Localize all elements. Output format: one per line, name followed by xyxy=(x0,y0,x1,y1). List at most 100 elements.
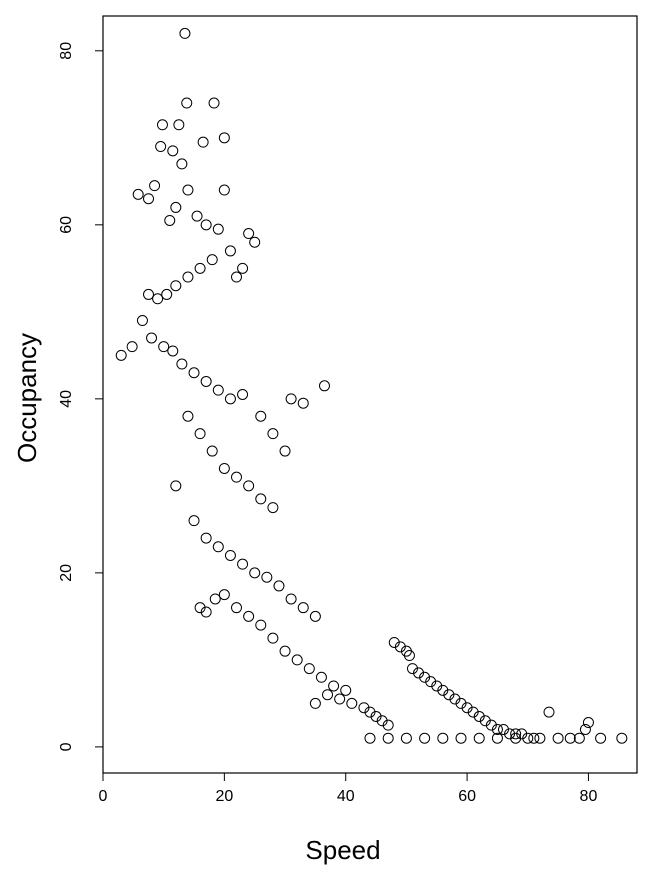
data-point xyxy=(346,697,358,709)
data-point xyxy=(461,702,473,714)
data-point xyxy=(498,723,509,735)
data-point xyxy=(388,636,400,648)
data-point xyxy=(309,697,321,709)
data-points xyxy=(115,27,628,744)
data-point xyxy=(243,228,255,240)
data-point xyxy=(273,580,285,592)
data-point xyxy=(285,393,297,405)
data-point xyxy=(170,480,182,492)
data-point xyxy=(132,188,144,200)
data-point xyxy=(149,180,161,192)
data-point xyxy=(400,732,412,744)
data-point xyxy=(455,697,467,709)
data-point xyxy=(449,693,461,705)
data-point xyxy=(455,732,467,744)
data-point xyxy=(573,732,585,744)
data-point xyxy=(206,445,218,457)
data-point xyxy=(564,732,576,744)
data-point xyxy=(224,393,236,405)
data-point xyxy=(403,650,415,662)
data-point xyxy=(491,732,503,744)
data-point xyxy=(315,671,327,683)
data-point xyxy=(212,223,224,235)
data-point xyxy=(504,728,516,740)
data-point xyxy=(479,715,491,727)
data-point xyxy=(473,710,485,722)
data-point xyxy=(194,428,206,440)
data-point xyxy=(176,358,188,370)
y-tick-label: 80 xyxy=(58,42,75,60)
data-point xyxy=(146,332,158,344)
data-point xyxy=(255,410,267,422)
data-point xyxy=(552,732,564,744)
data-point xyxy=(158,341,170,353)
data-point xyxy=(267,428,279,440)
data-point xyxy=(419,671,431,683)
data-point xyxy=(243,480,255,492)
data-point xyxy=(522,732,534,744)
data-point xyxy=(376,715,388,727)
data-point xyxy=(267,632,279,644)
data-point xyxy=(616,732,628,744)
data-point xyxy=(595,732,607,744)
data-point xyxy=(143,193,155,205)
data-point xyxy=(152,293,164,305)
plot-frame xyxy=(102,15,638,774)
data-point xyxy=(224,245,236,257)
data-point xyxy=(176,158,188,170)
data-point xyxy=(164,214,176,226)
data-point xyxy=(364,732,376,744)
data-point xyxy=(516,728,528,740)
data-point xyxy=(437,684,449,696)
data-point xyxy=(285,593,297,605)
data-point xyxy=(182,184,194,196)
x-tick-label: 80 xyxy=(580,788,598,805)
data-point xyxy=(318,380,330,392)
data-point xyxy=(437,732,449,744)
data-point xyxy=(510,728,522,740)
data-point xyxy=(200,219,212,231)
data-point xyxy=(218,462,230,474)
data-point xyxy=(413,667,425,679)
data-point xyxy=(534,732,546,744)
data-point xyxy=(200,606,212,618)
y-tick-label: 20 xyxy=(58,564,75,582)
data-point xyxy=(173,119,185,131)
data-point xyxy=(218,184,230,196)
data-point xyxy=(431,680,443,692)
data-point xyxy=(126,341,138,353)
data-point xyxy=(155,141,167,153)
data-point xyxy=(279,645,291,657)
data-point xyxy=(182,271,194,283)
data-point xyxy=(419,732,431,744)
data-point xyxy=(188,515,200,527)
data-point xyxy=(167,145,179,157)
data-point xyxy=(528,732,540,744)
data-point xyxy=(212,384,224,396)
data-point xyxy=(467,706,479,718)
data-point xyxy=(582,717,594,729)
data-point xyxy=(194,262,206,274)
data-point xyxy=(485,719,497,731)
data-point xyxy=(297,397,309,409)
data-point xyxy=(179,27,191,39)
data-point xyxy=(206,254,218,266)
data-point xyxy=(249,567,261,579)
data-point xyxy=(394,641,406,653)
data-point xyxy=(224,549,236,561)
data-point xyxy=(255,493,267,505)
data-point xyxy=(209,593,221,605)
y-tick-label: 40 xyxy=(58,390,75,408)
data-point xyxy=(297,602,309,614)
data-point xyxy=(194,602,206,614)
data-point xyxy=(200,375,212,387)
data-point xyxy=(303,663,315,675)
data-point xyxy=(136,315,148,327)
data-point xyxy=(237,389,249,400)
data-point xyxy=(197,136,209,148)
data-point xyxy=(279,445,291,457)
x-tick-label: 40 xyxy=(337,788,355,805)
x-tick-label: 0 xyxy=(99,788,108,805)
data-point xyxy=(334,693,346,705)
